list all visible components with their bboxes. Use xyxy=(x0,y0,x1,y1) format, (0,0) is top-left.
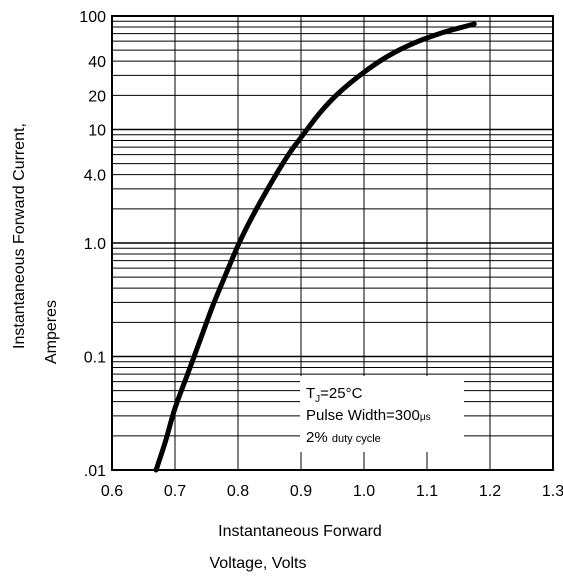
plot-frame xyxy=(111,15,554,471)
y-tick-label: 20 xyxy=(88,88,106,105)
x-tick-label: 0.9 xyxy=(290,483,312,500)
x-tick-label: 1.0 xyxy=(353,483,375,500)
tick-labels: 0.6 0.7 0.8 0.9 1.0 1.1 1.2 1.3 .01 0.1 1.0 4.0 10 20… xyxy=(79,9,563,500)
y-axis-title-line1: Instantaneous Forward Current, xyxy=(11,123,28,349)
condition-pulse-width: Pulse Width=300μs xyxy=(306,407,431,424)
y-axis-title-line2: Amperes xyxy=(43,300,60,364)
y-tick-label: 100 xyxy=(79,9,106,26)
condition-duty-cycle: 2% duty cycle xyxy=(306,429,381,446)
y-tick-label: .01 xyxy=(84,463,106,480)
test-conditions-box: TJ=25°C Pulse Width=300μs 2% duty cycle xyxy=(300,376,464,452)
x-axis-title-line2: Voltage, Volts xyxy=(210,555,307,572)
x-tick-label: 1.1 xyxy=(416,483,438,500)
y-tick-label: 40 xyxy=(88,54,106,71)
y-tick-label: 1.0 xyxy=(84,236,106,253)
condition-temperature: TJ=25°C xyxy=(306,385,363,405)
x-axis-title-line1: Instantaneous Forward xyxy=(218,523,382,540)
x-tick-label: 1.3 xyxy=(542,483,563,500)
x-tick-label: 0.8 xyxy=(227,483,249,500)
x-tick-label: 0.6 xyxy=(101,483,123,500)
forward-current-curve xyxy=(153,21,477,473)
x-tick-label: 1.2 xyxy=(479,483,501,500)
y-tick-label: 10 xyxy=(88,123,106,140)
x-tick-label: 0.7 xyxy=(164,483,186,500)
y-tick-label: 4.0 xyxy=(84,168,106,185)
y-tick-label: 0.1 xyxy=(84,350,106,367)
